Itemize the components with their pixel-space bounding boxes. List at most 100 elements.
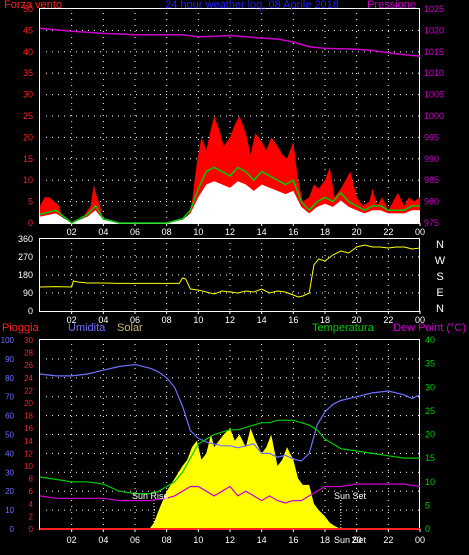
- grid-dot: [328, 509, 329, 511]
- grid-dot: [382, 434, 383, 435]
- grid-dot: [100, 415, 101, 417]
- grid-dot: [292, 273, 294, 274]
- grid-dot: [112, 490, 113, 492]
- grid-dot: [58, 201, 59, 203]
- grid-dot: [298, 377, 299, 379]
- grid-dot: [261, 115, 263, 116]
- grid-dot: [261, 273, 263, 274]
- grid-dot: [197, 61, 199, 62]
- grid-dot: [102, 25, 104, 26]
- grid-dot: [102, 291, 104, 292]
- grid-dot: [71, 482, 73, 483]
- grid-dot: [316, 434, 317, 435]
- grid-dot: [310, 396, 311, 398]
- grid-dot: [358, 292, 359, 294]
- grid-dot: [118, 471, 119, 473]
- grid-dot: [356, 458, 358, 459]
- grid-dot: [412, 452, 413, 454]
- grid-dot: [324, 309, 326, 310]
- grid-dot: [388, 274, 389, 276]
- grid-dot: [352, 396, 353, 398]
- grid-dot: [316, 471, 317, 473]
- grid-dot: [94, 396, 95, 398]
- grid-dot: [346, 51, 347, 53]
- grid-dot: [166, 91, 168, 92]
- grid-dot: [268, 72, 269, 74]
- grid-dot: [268, 396, 269, 398]
- grid-dot: [324, 458, 326, 459]
- grid-dot: [292, 91, 294, 92]
- grid-dot: [232, 51, 233, 53]
- grid-dot: [400, 358, 401, 360]
- grid-dot: [214, 377, 215, 379]
- grid-dot: [102, 103, 104, 104]
- grid-dot: [232, 115, 233, 117]
- grid-dot: [154, 274, 155, 276]
- grid-dot: [196, 415, 197, 417]
- y-tick-label: 14: [24, 437, 33, 446]
- grid-dot: [364, 490, 365, 492]
- grid-dot: [166, 416, 168, 417]
- grid-dot: [124, 292, 125, 294]
- grid-dot: [406, 358, 407, 360]
- grid-dot: [134, 303, 136, 304]
- grid-dot: [102, 398, 104, 399]
- grid-dot: [238, 377, 239, 379]
- grid-dot: [356, 356, 358, 357]
- grid-dot: [310, 471, 311, 473]
- wind-pressure-series: [39, 27, 421, 224]
- grid-dot: [238, 115, 239, 117]
- grid-dot: [134, 285, 136, 286]
- y-tick-label: 0: [28, 218, 33, 228]
- grid-dot: [102, 362, 104, 363]
- grid-dot: [160, 471, 161, 473]
- grid-dot: [166, 179, 167, 181]
- grid-dot: [197, 261, 199, 262]
- grid-dot: [142, 415, 143, 417]
- grid-dot: [229, 97, 231, 98]
- grid-dot: [76, 256, 77, 258]
- grid-dot: [148, 490, 149, 492]
- grid-dot: [166, 136, 167, 138]
- grid-dot: [261, 392, 263, 393]
- grid-dot: [356, 67, 358, 68]
- grid-dot: [328, 94, 329, 96]
- grid-dot: [364, 471, 365, 473]
- grid-dot: [298, 158, 299, 160]
- grid-dot: [238, 415, 239, 417]
- grid-dot: [229, 356, 231, 357]
- grid-dot: [418, 377, 419, 379]
- grid-dot: [142, 158, 143, 160]
- grid-dot: [160, 158, 161, 160]
- grid-dot: [142, 452, 143, 454]
- grid-dot: [136, 490, 137, 492]
- grid-dot: [387, 267, 389, 268]
- grid-dot: [232, 29, 233, 31]
- grid-dot: [148, 452, 149, 454]
- grid-dot: [46, 415, 47, 417]
- grid-dot: [46, 256, 47, 258]
- grid-dot: [328, 136, 329, 138]
- grid-dot: [58, 179, 59, 181]
- y-tick-label: 980: [424, 197, 439, 207]
- grid-dot: [280, 51, 281, 53]
- grid-dot: [412, 274, 413, 276]
- grid-dot: [340, 415, 341, 417]
- grid-dot: [197, 133, 199, 134]
- grid-dot: [148, 256, 149, 258]
- grid-dot: [324, 25, 326, 26]
- grid-dot: [134, 103, 136, 104]
- grid-dot: [310, 452, 311, 454]
- grid-dot: [340, 256, 341, 258]
- grid-dot: [387, 261, 389, 262]
- grid-dot: [387, 494, 389, 495]
- grid-dot: [208, 29, 209, 31]
- grid-dot: [400, 51, 401, 53]
- grid-dot: [352, 158, 353, 160]
- grid-dot: [229, 416, 231, 417]
- grid-dot: [202, 415, 203, 417]
- y-tick-label: 985: [424, 175, 439, 185]
- grid-dot: [134, 181, 136, 182]
- grid-dot: [400, 415, 401, 417]
